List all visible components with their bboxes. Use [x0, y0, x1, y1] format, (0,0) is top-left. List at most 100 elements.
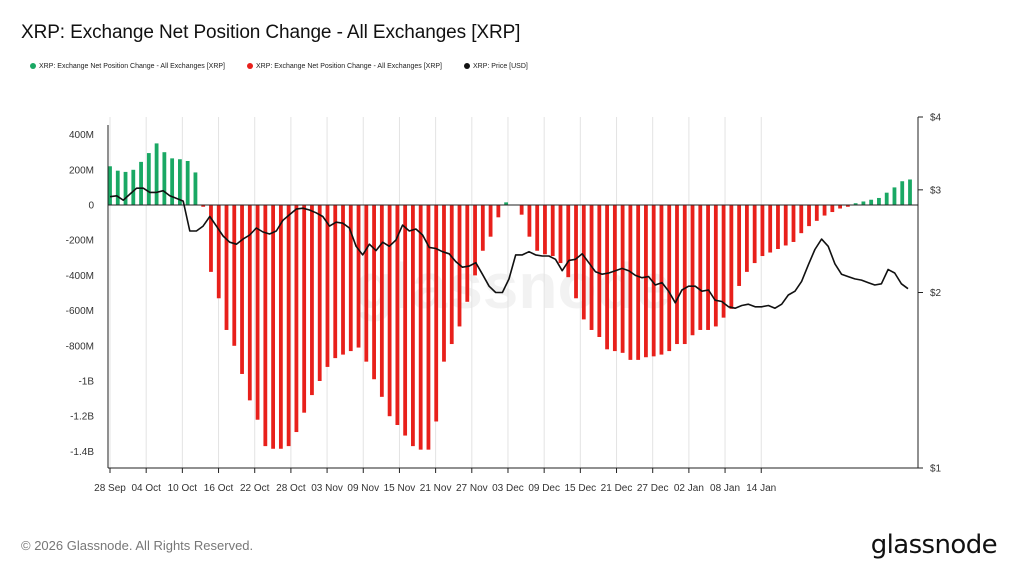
- x-tick-label: 21 Dec: [601, 483, 633, 494]
- bar-negative: [310, 205, 314, 396]
- bar-negative: [830, 205, 835, 213]
- x-tick-label: 03 Nov: [311, 483, 343, 494]
- y-left-tick-label: -600M: [66, 306, 94, 317]
- legend-item-price[interactable]: XRP: Price [USD]: [464, 63, 528, 70]
- bar-negative: [418, 205, 423, 450]
- bar-negative: [379, 205, 384, 397]
- glassnode-logo: glassnode: [870, 530, 998, 560]
- bar-negative: [838, 205, 842, 209]
- bar-positive: [154, 143, 159, 205]
- bar-positive: [108, 166, 112, 205]
- y-left-tick-label: -1.2B: [70, 412, 94, 423]
- bar-negative: [449, 205, 454, 345]
- bar-negative: [558, 205, 563, 264]
- bar-positive: [178, 159, 182, 205]
- bar-negative: [278, 205, 283, 449]
- bar-negative: [480, 205, 485, 251]
- bar-negative: [317, 205, 322, 381]
- x-tick-label: 04 Oct: [131, 483, 161, 494]
- bar-negative: [550, 205, 555, 257]
- bar-negative: [612, 205, 617, 352]
- bar-negative: [783, 205, 788, 246]
- x-tick-label: 27 Nov: [456, 483, 488, 494]
- y-right-tick-label: $3: [930, 185, 942, 196]
- x-tick-label: 09 Nov: [347, 483, 379, 494]
- y-left-tick-label: -1.4B: [70, 447, 94, 458]
- bar-negative: [364, 205, 369, 362]
- bar-positive: [853, 203, 858, 205]
- x-tick-label: 03 Dec: [492, 483, 524, 494]
- bar-positive: [139, 161, 143, 205]
- bar-positive: [146, 153, 151, 205]
- bar-negative: [232, 205, 237, 346]
- bar-negative: [651, 205, 656, 357]
- bar-negative: [690, 205, 695, 336]
- bar-negative: [356, 205, 361, 348]
- bar-negative: [581, 205, 586, 320]
- y-left-tick-label: -200M: [66, 236, 94, 247]
- bar-negative: [768, 205, 773, 253]
- bar-negative: [209, 205, 213, 272]
- bar-negative: [729, 205, 734, 309]
- y-left-tick-label: 200M: [69, 165, 94, 176]
- chart-title: XRP: Exchange Net Position Change - All …: [21, 22, 521, 43]
- x-tick-label: 27 Dec: [637, 483, 669, 494]
- bar-negative: [682, 205, 687, 345]
- bar-negative: [488, 205, 493, 237]
- y-right-tick-label: $1: [930, 464, 942, 475]
- bar-negative: [325, 205, 330, 367]
- bar-negative: [845, 205, 850, 207]
- bar-positive: [131, 169, 136, 205]
- bar-negative: [706, 205, 710, 330]
- bar-negative: [496, 205, 501, 218]
- bar-negative: [341, 205, 345, 355]
- bar-negative: [286, 205, 291, 447]
- bar-negative: [776, 205, 780, 249]
- x-tick-label: 09 Dec: [528, 483, 560, 494]
- x-tick-label: 21 Nov: [420, 483, 452, 494]
- bar-negative: [333, 205, 338, 359]
- bar-negative: [411, 205, 415, 447]
- bar-negative: [442, 205, 446, 362]
- bar-negative: [255, 205, 260, 420]
- bar-negative: [527, 205, 532, 237]
- x-tick-label: 02 Jan: [674, 483, 704, 494]
- bar-positive: [162, 152, 167, 205]
- y-left-tick-label: -800M: [66, 341, 94, 352]
- legend-label-negative: XRP: Exchange Net Position Change - All …: [256, 62, 442, 70]
- bar-negative: [628, 205, 633, 360]
- legend-item-negative[interactable]: XRP: Exchange Net Position Change - All …: [247, 63, 442, 70]
- legend-dot-price: [464, 63, 470, 69]
- bar-negative: [247, 205, 252, 401]
- bar-negative: [605, 205, 609, 350]
- bar-positive: [900, 181, 905, 205]
- bar-positive: [861, 201, 866, 205]
- bar-negative: [271, 205, 276, 449]
- bar-positive: [877, 197, 881, 205]
- bar-negative: [620, 205, 625, 353]
- bar-negative: [659, 205, 664, 355]
- bar-negative: [403, 205, 408, 436]
- y-left-tick-label: 400M: [69, 130, 94, 141]
- y-right-tick-label: $2: [930, 288, 942, 299]
- bar-negative: [201, 205, 206, 207]
- bar-negative: [434, 205, 439, 422]
- bar-negative: [263, 205, 268, 447]
- bar-negative: [473, 205, 477, 276]
- bar-positive: [170, 158, 175, 205]
- bar-negative: [566, 205, 571, 278]
- bar-negative: [667, 205, 672, 352]
- legend-item-positive[interactable]: XRP: Exchange Net Position Change - All …: [30, 63, 225, 70]
- bar-negative: [543, 205, 547, 255]
- chart-legend: XRP: Exchange Net Position Change - All …: [30, 60, 550, 72]
- bar-positive: [115, 170, 120, 205]
- x-tick-label: 28 Oct: [276, 483, 306, 494]
- x-tick-label: 10 Oct: [168, 483, 198, 494]
- price-line: [109, 187, 909, 310]
- bar-negative: [822, 205, 827, 216]
- bar-negative: [395, 205, 400, 425]
- bar-negative: [698, 205, 703, 330]
- legend-dot-positive: [30, 63, 36, 69]
- bar-negative: [737, 205, 742, 286]
- bar-positive: [908, 179, 912, 205]
